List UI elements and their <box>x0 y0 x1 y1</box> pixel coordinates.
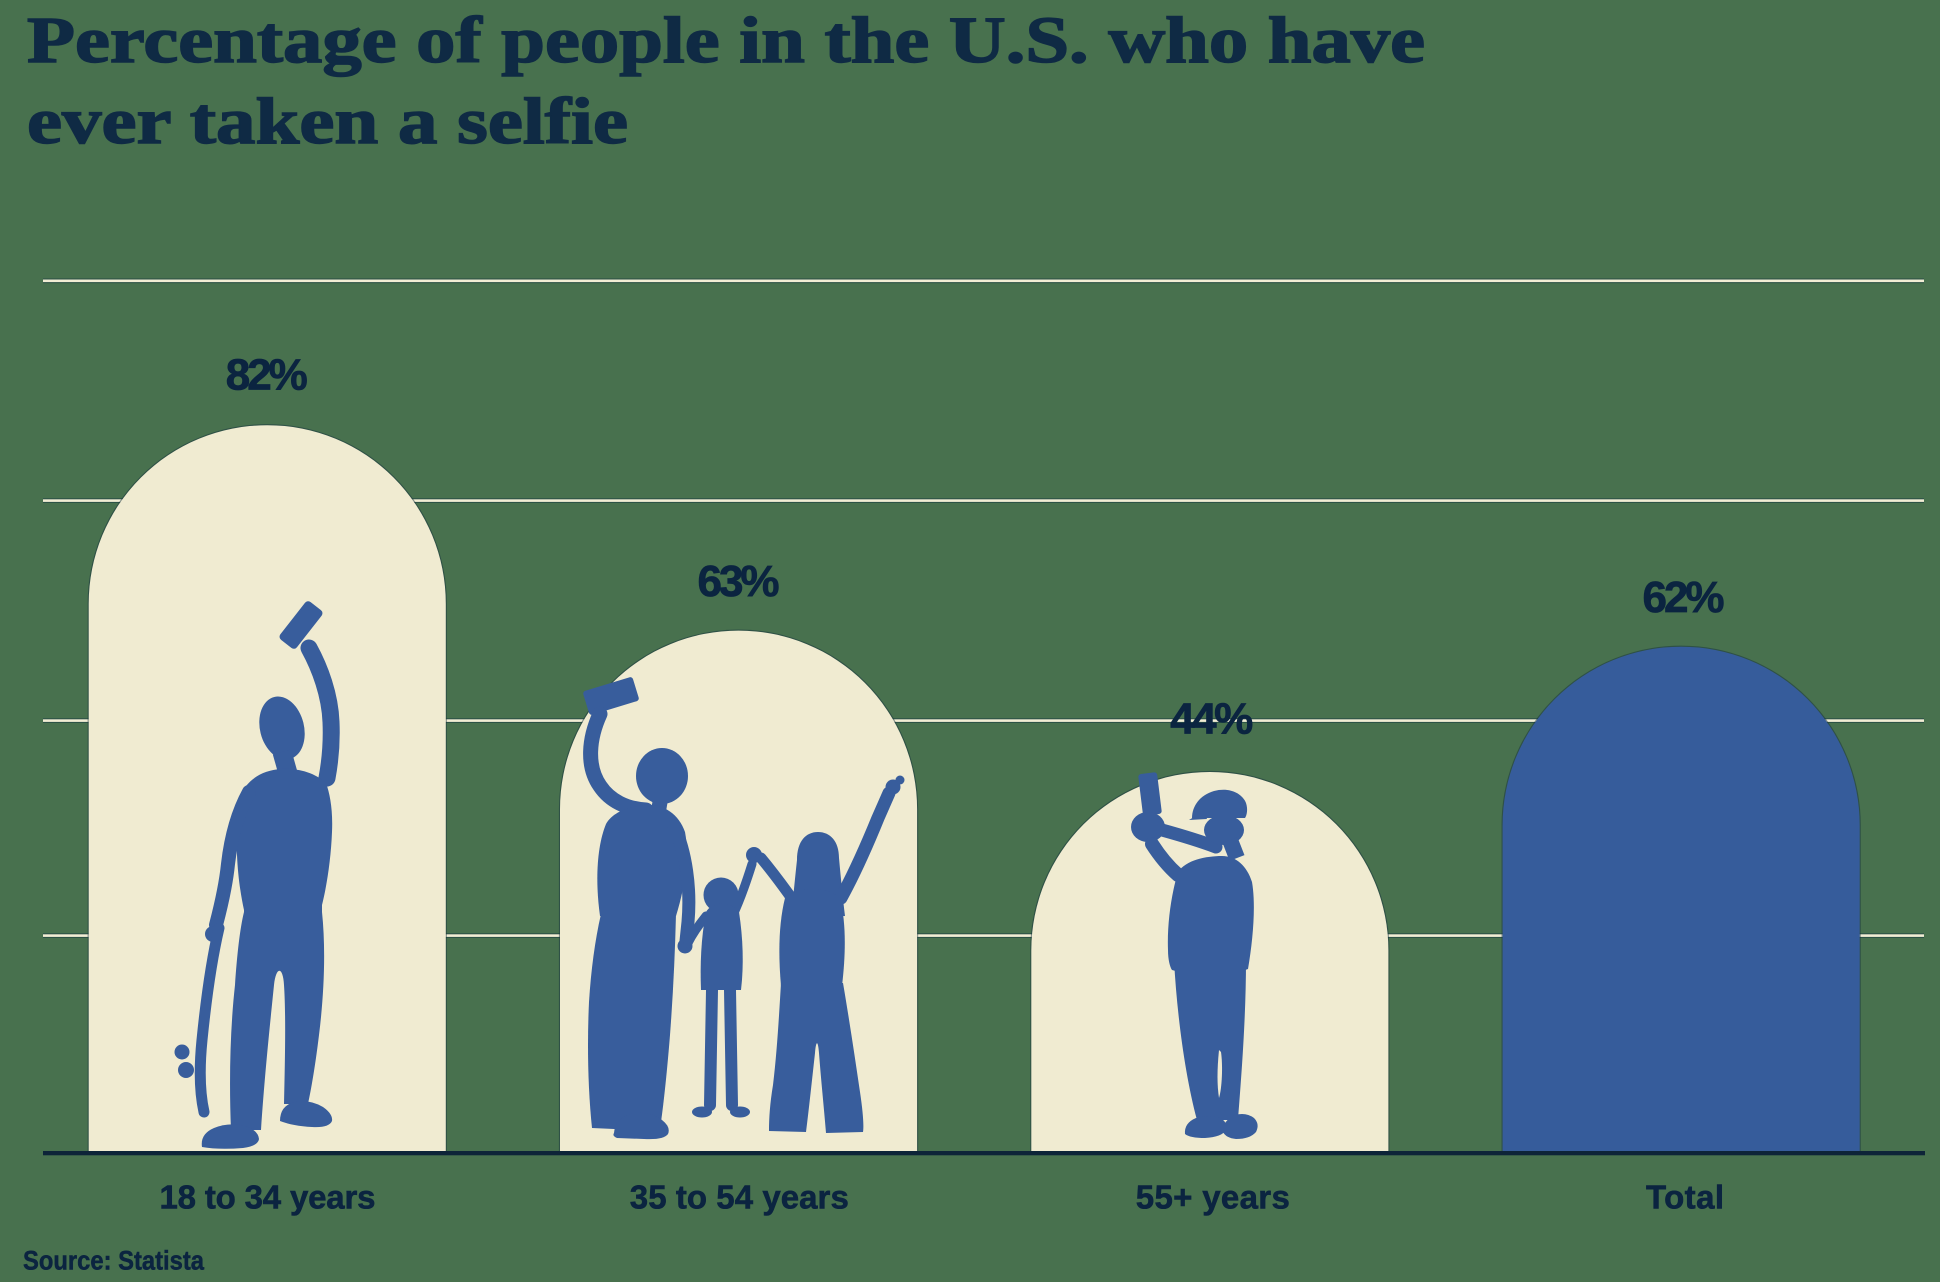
svg-text:82%: 82% <box>226 351 308 400</box>
svg-text:18 to 34 years: 18 to 34 years <box>160 1178 376 1215</box>
svg-text:Percentage of people in the U.: Percentage of people in the U.S. who hav… <box>27 4 1425 77</box>
svg-text:63%: 63% <box>698 557 780 606</box>
svg-text:55+ years: 55+ years <box>1136 1178 1290 1215</box>
svg-text:Total: Total <box>1646 1178 1724 1215</box>
svg-text:ever taken a selfie: ever taken a selfie <box>27 85 628 158</box>
svg-text:62%: 62% <box>1643 573 1725 622</box>
svg-text:35 to 54 years: 35 to 54 years <box>630 1178 849 1215</box>
svg-text:Source: Statista: Source: Statista <box>23 1246 205 1276</box>
svg-text:44%: 44% <box>1170 694 1253 743</box>
